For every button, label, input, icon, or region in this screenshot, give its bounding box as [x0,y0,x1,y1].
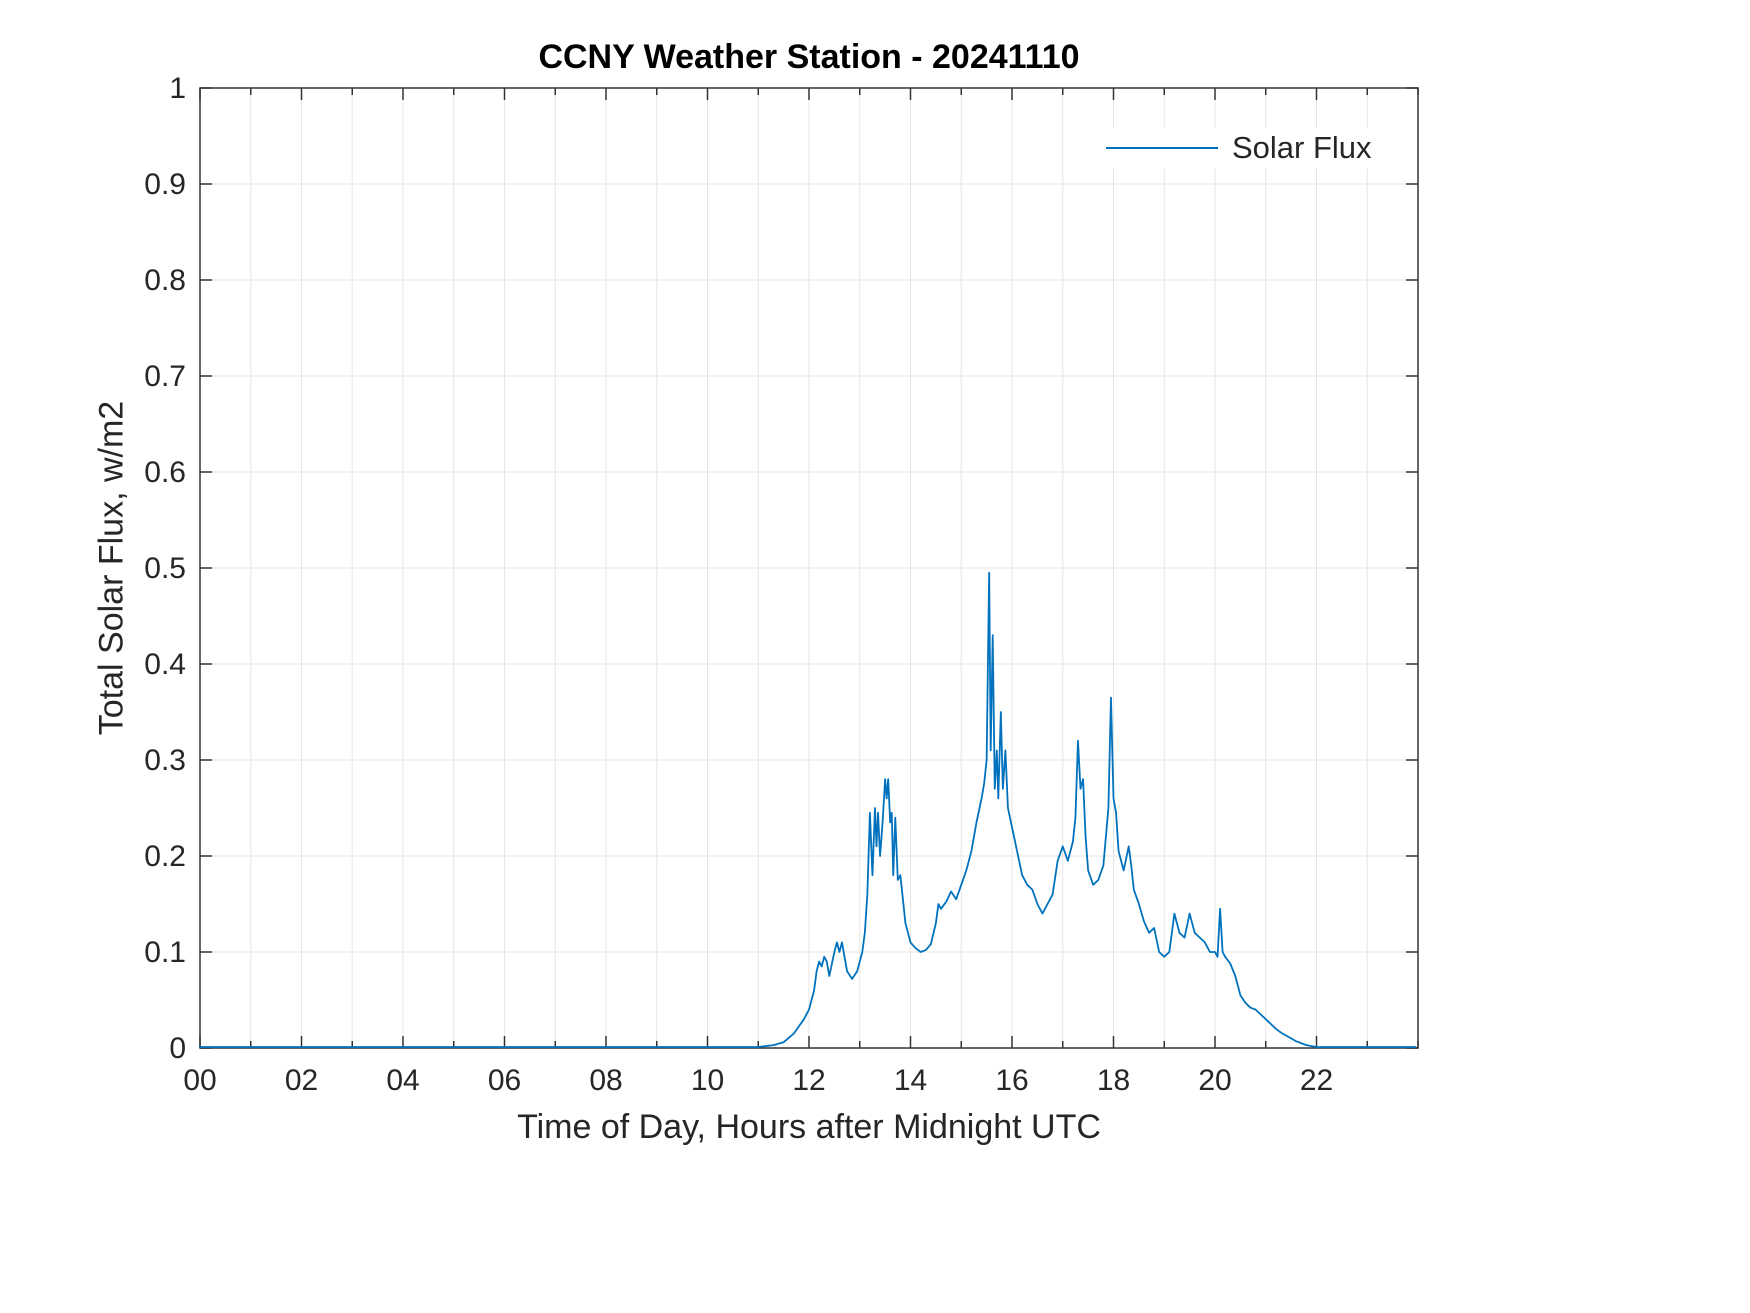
y-tick-label: 0.4 [144,648,186,681]
x-tick-label: 22 [1300,1064,1333,1097]
legend: Solar Flux [1100,128,1378,168]
chart-title: CCNY Weather Station - 20241110 [538,38,1080,76]
x-tick-label: 00 [183,1064,216,1097]
legend-label: Solar Flux [1232,130,1372,165]
y-tick-label: 1 [169,72,186,105]
y-axis-label: Total Solar Flux, w/m2 [92,400,131,736]
x-tick-label: 18 [1097,1064,1130,1097]
x-tick-label: 02 [285,1064,318,1097]
x-tick-label: 06 [488,1064,521,1097]
solar-flux-line [199,571,1417,1048]
y-tick-label: 0.7 [144,360,186,393]
x-tick-label: 08 [589,1064,622,1097]
y-tick-label: 0.9 [144,168,186,201]
y-tick-label: 0.3 [144,744,186,777]
x-tick-label: 14 [894,1064,927,1097]
y-tick-label: 0.6 [144,456,186,489]
x-axis-label: Time of Day, Hours after Midnight UTC [517,1108,1101,1146]
y-tick-label: 0.5 [144,552,186,585]
legend-line-icon [1106,147,1218,149]
y-tick-label: 0 [169,1032,186,1065]
y-tick-label: 0.2 [144,840,186,873]
x-tick-label: 16 [995,1064,1028,1097]
x-tick-label: 04 [386,1064,419,1097]
x-tick-label: 20 [1198,1064,1231,1097]
y-tick-label: 0.1 [144,936,186,969]
x-tick-label: 12 [792,1064,825,1097]
y-tick-label: 0.8 [144,264,186,297]
x-tick-label: 10 [691,1064,724,1097]
